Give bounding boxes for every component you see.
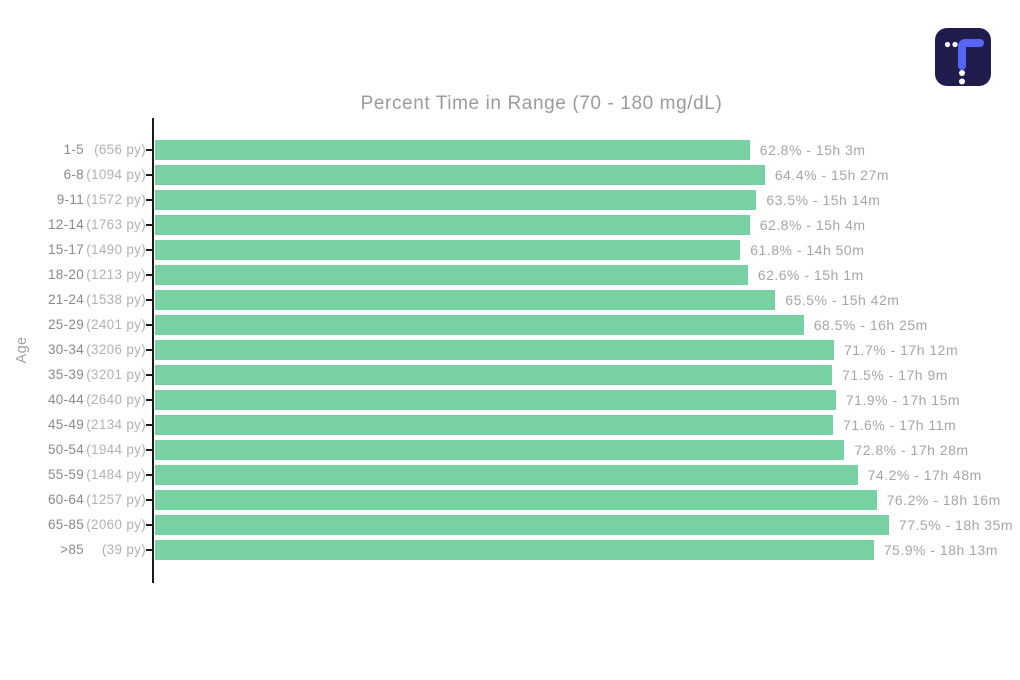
tir-bar [155,165,765,185]
bar-value-label: 62.8% - 15h 4m [759,217,866,233]
person-years-label: (1257 py) [86,492,146,507]
age-tick-label: 40-44 [47,392,84,407]
axis-tick [146,399,152,401]
bar-value-label: 62.6% - 15h 1m [757,267,864,283]
bar-value-label: 62.8% - 15h 3m [759,142,866,158]
bar-value-label: 68.5% - 16h 25m [813,317,928,333]
age-tick-label: 25-29 [47,317,84,332]
bar-value-label: 71.9% - 17h 15m [845,392,961,408]
person-years-label: (656 py) [94,142,146,157]
tir-bar [155,440,845,460]
person-years-label: (2134 py) [86,417,146,432]
age-tick-label: 60-64 [47,492,84,507]
chart-title: Percent Time in Range (70 - 180 mg/dL) [360,93,723,114]
logo-t-mark [958,39,984,70]
tir-bar [155,465,858,485]
age-tick-label: 1-5 [63,142,84,157]
tir-bar [155,265,748,285]
axis-tick [146,149,152,151]
person-years-label: (2640 py) [86,392,146,407]
bar-value-label: 71.6% - 17h 11m [843,417,957,433]
tir-bar [155,215,750,235]
age-tick-label: >85 [60,542,84,557]
axis-tick [146,499,152,501]
axis-tick [146,274,152,276]
person-years-label: (2060 py) [86,517,146,532]
logo-dot [959,78,965,85]
person-years-label: (39 py) [101,542,146,557]
bar-value-label: 63.5% - 15h 14m [766,192,881,208]
tir-bar [155,290,776,310]
bar-value-label: 72.8% - 17h 28m [854,442,969,458]
y-axis-line [152,118,154,583]
person-years-label: (2401 py) [86,317,146,332]
person-years-label: (1538 py) [86,292,146,307]
bar-value-label: 64.4% - 15h 27m [774,167,889,183]
age-tick-label: 65-85 [47,517,84,532]
tir-bar [155,340,834,360]
person-years-label: (1094 py) [86,167,146,182]
bar-value-label: 65.5% - 15h 42m [785,292,900,308]
bar-value-label: 76.2% - 18h 16m [886,492,1001,508]
bar-value-label: 74.2% - 17h 48m [867,467,982,483]
axis-tick [146,424,152,426]
person-years-label: (3201 py) [86,367,146,382]
age-tick-label: 35-39 [47,367,84,382]
logo-dot [959,70,965,76]
tir-bar [155,390,836,410]
axis-tick [146,324,152,326]
tir-bar [155,240,741,260]
tir-bar [155,490,877,510]
bar-value-label: 75.9% - 18h 13m [883,542,998,558]
axis-tick [146,299,152,301]
tir-bar [155,415,834,435]
age-tick-label: 30-34 [47,342,84,357]
age-tick-label: 6-8 [63,167,84,182]
axis-tick [146,549,152,551]
age-tick-label: 55-59 [47,467,84,482]
tir-bar [155,315,804,335]
tidepool-logo [935,28,991,86]
age-tick-label: 12-14 [47,217,84,232]
age-tick-label: 50-54 [47,442,84,457]
tir-bar [155,515,889,535]
tir-bar [155,190,757,210]
logo-dot [952,41,958,48]
axis-tick [146,174,152,176]
person-years-label: (1572 py) [86,192,146,207]
axis-tick [146,224,152,226]
tir-bar [155,140,750,160]
person-years-label: (1944 py) [86,442,146,457]
person-years-label: (3206 py) [86,342,146,357]
tir-bar [155,540,874,560]
axis-tick [146,199,152,201]
person-years-label: (1484 py) [86,467,146,482]
y-axis-label: Age [14,336,30,364]
age-tick-label: 21-24 [47,292,84,307]
person-years-label: (1213 py) [86,267,146,282]
bar-value-label: 71.7% - 17h 12m [843,342,959,358]
bar-value-label: 77.5% - 18h 35m [898,517,1014,533]
age-tick-label: 9-11 [56,192,84,207]
axis-tick [146,449,152,451]
age-tick-label: 15-17 [47,242,84,257]
logo-dot [944,41,951,48]
bar-value-label: 71.5% - 17h 9m [842,367,948,383]
axis-tick [146,349,152,351]
axis-tick [146,524,152,526]
age-tick-label: 18-20 [47,267,84,282]
bar-value-label: 61.8% - 14h 50m [750,242,865,258]
axis-tick [146,474,152,476]
axis-tick [146,374,152,376]
age-tick-label: 45-49 [47,417,84,432]
person-years-label: (1490 py) [86,242,146,257]
person-years-label: (1763 py) [86,217,146,232]
tir-bar [155,365,833,385]
axis-tick [146,249,152,251]
